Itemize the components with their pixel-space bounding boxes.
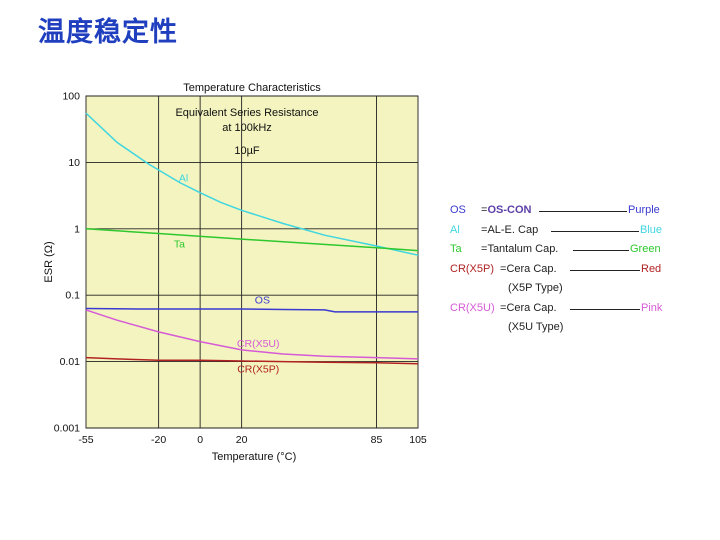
series-line-os: [85, 307, 418, 313]
legend-color-name: Red: [641, 262, 662, 275]
legend-abbr: Al: [450, 223, 460, 236]
legend-leader-line: [570, 308, 640, 310]
legend-eq: =: [481, 204, 488, 216]
legend-eq: =: [500, 301, 507, 314]
series-line-crx5u: [85, 309, 419, 360]
legend-eq: =: [481, 223, 488, 236]
chart-annotation: at 100kHz: [222, 122, 272, 134]
series-line-al: [85, 112, 419, 256]
x-axis-label: Temperature (°C): [212, 451, 296, 463]
x-tick-label: 0: [197, 434, 203, 446]
legend-desc: Cera Cap.: [506, 262, 557, 275]
legend-subtype: (X5P Type): [508, 282, 563, 294]
legend-color-name: Purple: [628, 204, 660, 216]
legend-leader-line: [570, 269, 640, 271]
legend-leader-line: [551, 230, 639, 232]
slide-title: 温度稳定性: [38, 17, 178, 48]
legend-color-name: Blue: [640, 223, 663, 236]
x-tick-label: -20: [151, 434, 166, 446]
legend-eq: =: [500, 262, 507, 275]
series-label: Ta: [174, 239, 185, 251]
y-axis-label: ESR (Ω): [43, 241, 55, 282]
x-tick-label: 20: [236, 434, 248, 446]
chart-annotation: Equivalent Series Resistance: [175, 107, 318, 119]
y-tick-label: 100: [62, 91, 80, 103]
chart-annotation: 10µF: [234, 145, 260, 157]
legend-abbr: CR(X5U): [450, 301, 495, 314]
y-tick-label: 10: [68, 157, 80, 169]
x-tick-label: 85: [371, 434, 383, 446]
series-line-crx5p: [85, 356, 419, 365]
y-tick-label: 0.001: [54, 423, 80, 435]
legend-desc-strong: OS-CON: [487, 204, 532, 216]
series-line-ta: [85, 228, 419, 252]
series-label: OS: [255, 294, 270, 306]
legend-subtype: (X5U Type): [508, 321, 564, 333]
y-tick-label: 1: [74, 223, 80, 235]
legend-eq: =: [481, 243, 488, 255]
x-tick-label: -55: [78, 434, 93, 446]
legend-color-name: Pink: [641, 301, 663, 314]
x-tick-label: 105: [409, 434, 427, 446]
legend-desc: AL-E. Cap: [487, 223, 539, 236]
series-label: CR(X5U): [237, 338, 280, 350]
legend-leader-line: [573, 250, 629, 251]
y-tick-label: 0.1: [65, 290, 80, 302]
chart-title: Temperature Characteristics: [183, 82, 321, 94]
plot-area: [85, 95, 419, 429]
legend-desc: Tantalum Cap.: [487, 243, 559, 255]
y-tick-label: 0.01: [60, 356, 81, 368]
legend-color-name: Green: [630, 243, 661, 255]
legend-leader-line: [539, 211, 627, 212]
legend-abbr: Ta: [450, 243, 462, 255]
legend-abbr: OS: [450, 204, 466, 216]
legend-abbr: CR(X5P): [450, 262, 495, 275]
series-label: Al: [179, 172, 188, 184]
series-label: CR(X5P): [237, 364, 279, 376]
legend-desc: Cera Cap.: [506, 301, 557, 314]
